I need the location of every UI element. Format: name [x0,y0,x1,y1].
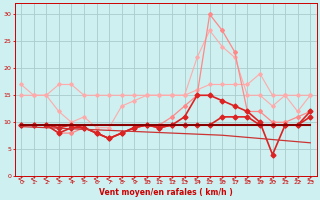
X-axis label: Vent moyen/en rafales ( km/h ): Vent moyen/en rafales ( km/h ) [99,188,233,197]
